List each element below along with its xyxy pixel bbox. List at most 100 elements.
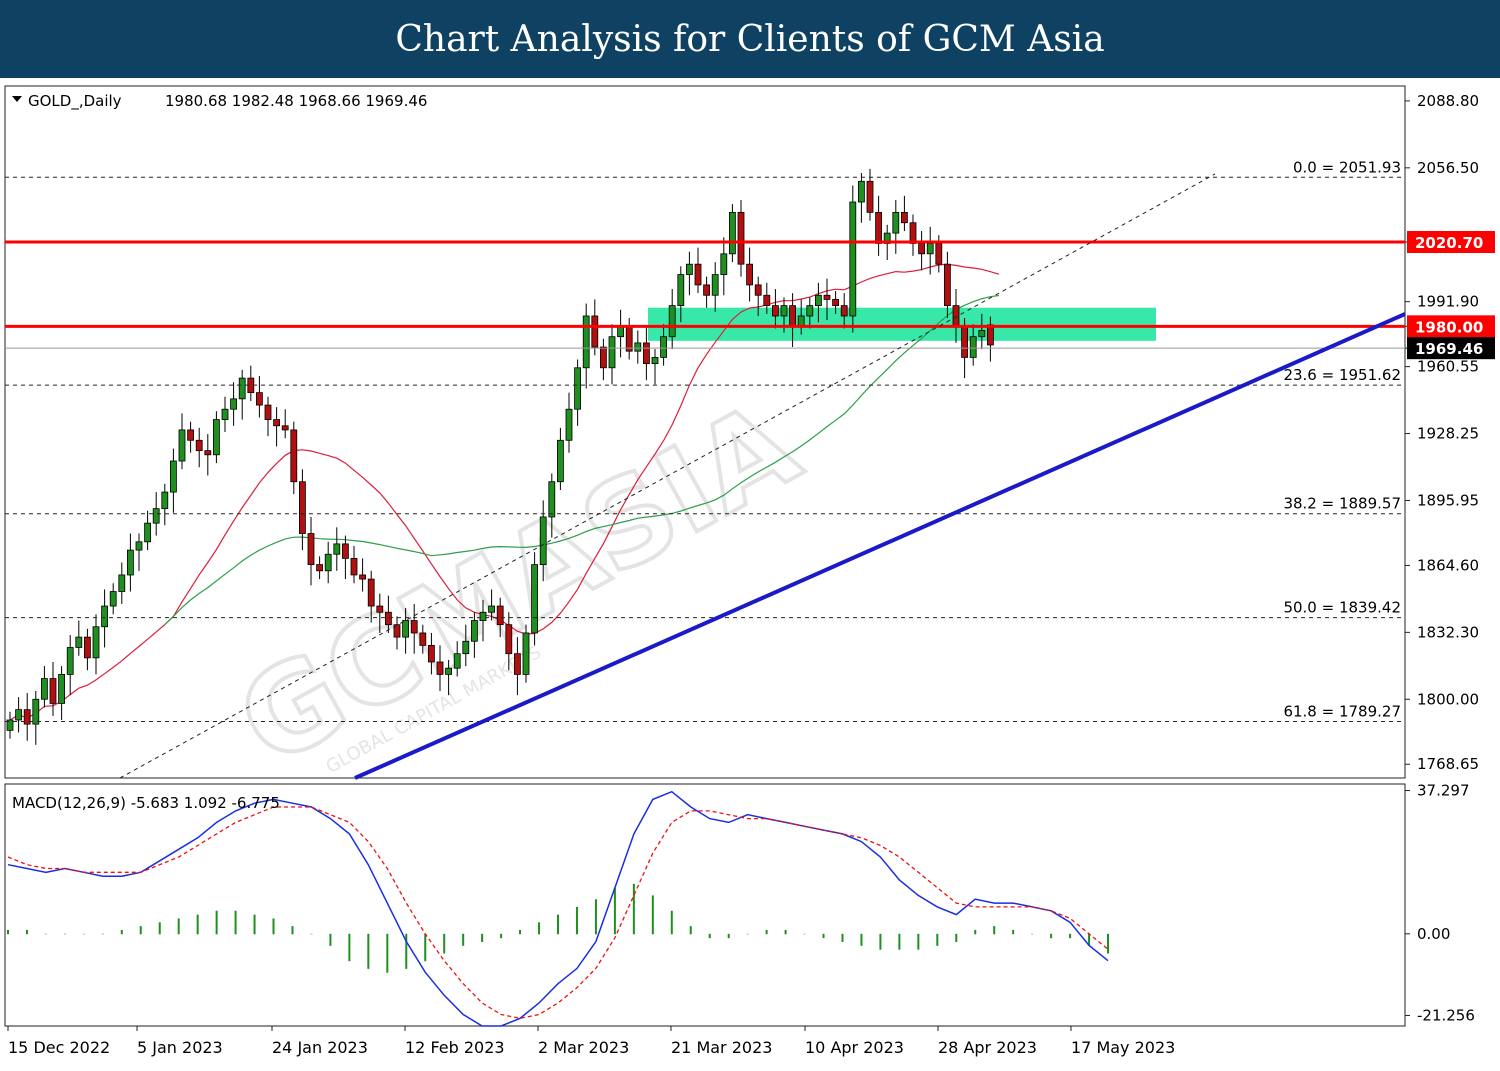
candle-bullish bbox=[230, 398, 238, 410]
dropdown-arrow-icon[interactable] bbox=[12, 96, 22, 102]
candle-bullish bbox=[668, 305, 676, 338]
candle-bullish bbox=[557, 439, 564, 483]
candle-bullish bbox=[651, 357, 659, 365]
candle-bullish bbox=[617, 325, 624, 338]
resistance-price-label: 2020.70 bbox=[1415, 234, 1483, 252]
candle-bearish bbox=[195, 439, 203, 452]
candle-bearish bbox=[23, 709, 31, 725]
candle-bearish bbox=[754, 284, 762, 296]
candle-bullish bbox=[453, 653, 461, 669]
candle-bullish bbox=[169, 460, 177, 493]
candle-bearish bbox=[255, 392, 263, 406]
candle-bearish bbox=[875, 211, 882, 244]
candle-bearish bbox=[436, 661, 444, 675]
candle-bearish bbox=[789, 305, 796, 327]
candle-bullish bbox=[462, 640, 470, 655]
candle-bullish bbox=[32, 698, 40, 725]
candle-bullish bbox=[135, 541, 143, 551]
candle-bullish bbox=[152, 508, 160, 524]
y-tick-label: 1960.55 bbox=[1417, 358, 1479, 376]
candle-bearish bbox=[427, 645, 435, 663]
current-price-tag bbox=[1407, 337, 1495, 360]
candle-bullish bbox=[118, 574, 126, 592]
x-tick-label: 5 Jan 2023 bbox=[137, 1038, 223, 1057]
candle-bearish bbox=[961, 325, 968, 358]
macd-pane bbox=[4, 783, 1406, 1027]
candle-bearish bbox=[281, 425, 289, 431]
candle-bullish bbox=[608, 336, 616, 369]
candle-bearish bbox=[866, 180, 874, 213]
y-tick-label: 1928.25 bbox=[1417, 425, 1479, 443]
candle-bearish bbox=[290, 429, 298, 483]
symbol-header: GOLD_,Daily bbox=[28, 92, 122, 111]
y-tick-label: 2056.50 bbox=[1417, 159, 1479, 177]
candle-bearish bbox=[772, 305, 779, 317]
macd-signal-line bbox=[7, 806, 1109, 1019]
candle-bullish bbox=[797, 315, 805, 327]
candle-bullish bbox=[479, 611, 487, 621]
candle-bullish bbox=[548, 481, 556, 518]
x-tick-label: 10 Apr 2023 bbox=[805, 1038, 904, 1057]
y-tick-label: 1864.60 bbox=[1417, 556, 1479, 574]
candle-bullish bbox=[806, 305, 814, 317]
candle-bullish bbox=[711, 274, 719, 296]
candle-bullish bbox=[15, 709, 23, 721]
candle-bullish bbox=[221, 408, 229, 420]
candle-bullish bbox=[333, 543, 341, 555]
fib-level-label: 61.8 = 1789.27 bbox=[1283, 703, 1401, 721]
candle-bearish bbox=[763, 294, 771, 307]
candle-bullish bbox=[565, 408, 573, 441]
candle-bearish bbox=[625, 325, 633, 352]
candle-bearish bbox=[49, 678, 57, 704]
resistance-price-label: 1980.00 bbox=[1415, 318, 1483, 336]
candle-bullish bbox=[238, 377, 246, 400]
y-tick-label: 1895.95 bbox=[1417, 491, 1479, 509]
macd-tick-label: 0.00 bbox=[1417, 925, 1450, 943]
candle-bullish bbox=[926, 243, 934, 255]
candle-bearish bbox=[591, 315, 599, 348]
candle-bullish bbox=[75, 636, 83, 648]
candle-bearish bbox=[901, 211, 908, 224]
candle-bullish bbox=[445, 667, 453, 675]
x-tick-label: 2 Mar 2023 bbox=[538, 1038, 629, 1057]
candle-bearish bbox=[643, 342, 650, 365]
candle-bearish bbox=[367, 578, 375, 607]
candle-bullish bbox=[815, 294, 822, 307]
current-price-label: 1969.46 bbox=[1415, 340, 1483, 358]
resistance-price-tag bbox=[1407, 315, 1495, 338]
macd-tick-label: 37.297 bbox=[1417, 782, 1470, 800]
candle-bearish bbox=[840, 305, 848, 317]
ascending-trendline bbox=[354, 312, 1406, 780]
candle-bearish bbox=[496, 605, 504, 626]
candle-bearish bbox=[273, 419, 281, 427]
candle-bearish bbox=[514, 653, 521, 675]
candle-bearish bbox=[600, 346, 607, 369]
candle-bearish bbox=[832, 299, 839, 307]
candle-bearish bbox=[935, 243, 943, 265]
candle-bearish bbox=[909, 222, 917, 244]
fib-level-label: 0.0 = 2051.93 bbox=[1293, 158, 1401, 176]
candle-bearish bbox=[823, 294, 831, 300]
candle-bullish bbox=[6, 719, 14, 731]
candle-bearish bbox=[746, 263, 753, 286]
chart-canvas: GCMASIA GLOBAL CAPITAL MARKETS 0.0 = 205… bbox=[4, 85, 1495, 1057]
macd-line bbox=[7, 790, 1109, 1027]
candle-bullish bbox=[41, 678, 48, 700]
candle-bearish bbox=[298, 481, 306, 534]
candle-bullish bbox=[470, 620, 478, 642]
candle-bullish bbox=[522, 632, 530, 675]
x-tick-label: 12 Feb 2023 bbox=[405, 1038, 505, 1057]
candle-bearish bbox=[359, 574, 367, 580]
candle-bearish bbox=[316, 564, 324, 572]
candle-bullish bbox=[969, 336, 977, 358]
candle-bearish bbox=[384, 611, 392, 626]
y-tick-label: 1768.65 bbox=[1417, 755, 1479, 773]
candle-bullish bbox=[677, 274, 685, 307]
moving-average-fast bbox=[9, 263, 1000, 721]
candle-bearish bbox=[918, 243, 925, 255]
candle-bullish bbox=[488, 605, 496, 613]
candle-bullish bbox=[720, 253, 728, 275]
candle-bearish bbox=[419, 632, 427, 646]
candle-bullish bbox=[92, 626, 100, 659]
candle-bullish bbox=[780, 305, 788, 317]
